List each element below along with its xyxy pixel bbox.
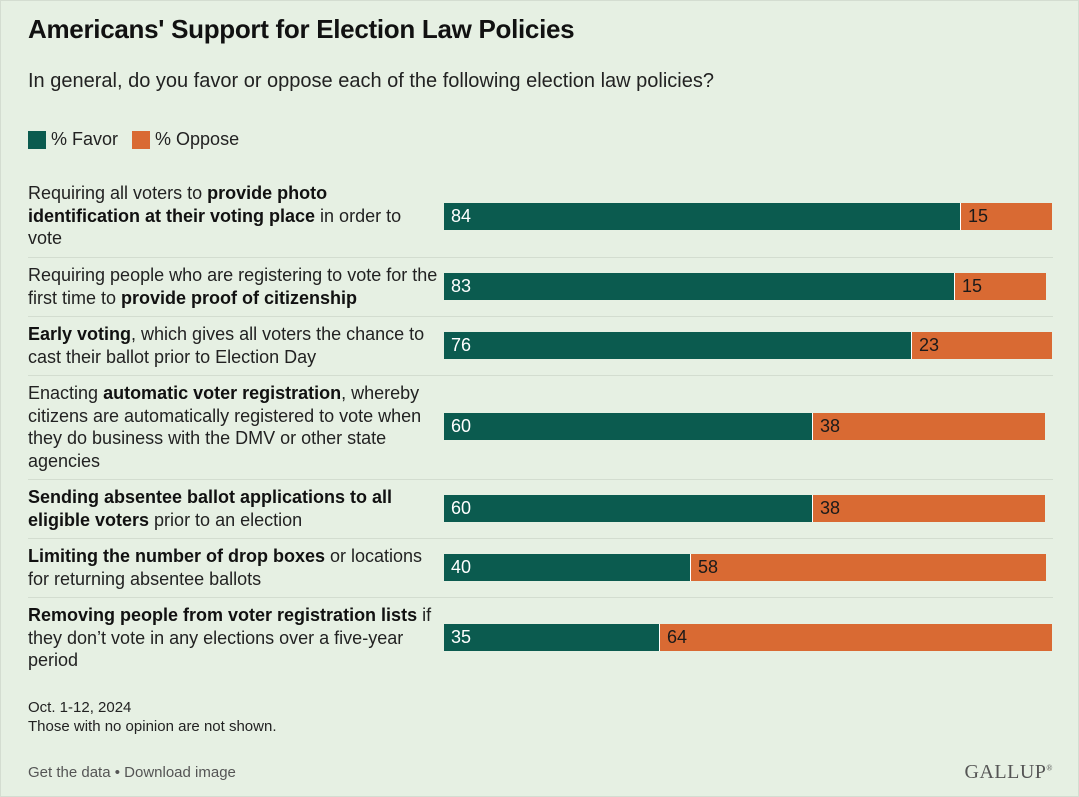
gallup-logo: GALLUP® [964,761,1053,783]
category-label-text: , whereby citizens are automatically reg… [28,383,422,471]
category-label: Removing people from voter registration … [28,604,438,672]
row-divider [28,597,1053,598]
category-label-bold: Limiting the number of drop boxes [28,546,325,566]
category-label-text: Enacting [28,383,104,403]
legend-label-oppose: % Oppose [155,129,240,149]
category-label-bold: provide photo identification at their vo… [28,183,328,226]
data-label-oppose: 58 [698,557,719,577]
legend-label-favor: % Favor [51,129,119,149]
bar-oppose: 64 [659,624,1052,651]
bar-oppose: 38 [812,413,1045,440]
stacked-bar: 40 58 [444,554,1046,581]
data-label-oppose: 38 [820,498,841,518]
data-label-favor: 84 [451,206,472,226]
category-label-bold: Removing people from voter registration … [28,605,418,625]
category-label-text: prior to an election [149,509,303,530]
category-label-bold: Sending absentee ballot applications to … [28,487,393,530]
bar-favor: 35 [444,624,659,651]
category-label-bold: Early voting [28,324,132,344]
row-divider [28,538,1053,539]
data-label-oppose: 38 [820,416,841,436]
data-label-favor: 60 [451,498,472,518]
bar-favor: 60 [444,413,812,440]
stacked-bar: 60 38 [444,413,1045,440]
data-label-oppose: 15 [962,276,983,296]
legend: % Favor % Oppose [28,129,253,150]
category-label: Sending absentee ballot applications to … [28,486,438,531]
bar-favor: 40 [444,554,690,581]
gallup-logo-text: GALLUP [964,761,1047,783]
data-label-oppose: 64 [667,627,688,647]
bar-favor: 60 [444,495,812,522]
stacked-bar: 35 64 [444,624,1052,651]
data-label-favor: 35 [451,627,472,647]
data-label-oppose: 15 [968,206,989,226]
stacked-bar: 76 23 [444,332,1052,359]
legend-swatch-oppose [132,130,151,149]
bar-oppose: 15 [954,273,1046,300]
category-label-text: , which gives all voters the chance to c… [28,324,425,367]
bar-favor: 84 [444,203,960,230]
category-label: Limiting the number of drop boxes or loc… [28,545,438,590]
category-label-text: or locations for returning absentee ball… [28,546,423,589]
category-label-text: Requiring people who are registering to … [28,265,438,308]
bar-favor: 83 [444,273,954,300]
legend-item-favor: % Favor [28,129,118,150]
footer-links: Get the data • Download image [28,764,236,781]
survey-date: Oct. 1-12, 2024 [28,699,132,716]
category-label-text: if they don’t vote in any elections over… [28,605,432,670]
data-label-favor: 60 [451,416,472,436]
bar-oppose: 58 [690,554,1046,581]
data-label-oppose: 23 [919,335,940,355]
bar-oppose: 15 [960,203,1052,230]
bar-oppose: 38 [812,495,1045,522]
chart-title: Americans' Support for Election Law Poli… [28,14,575,44]
bar-favor: 76 [444,332,911,359]
category-label-text: Requiring all voters to [28,183,208,203]
stacked-bar: 84 15 [444,203,1052,230]
row-divider [28,316,1053,317]
row-divider [28,375,1053,376]
category-label-bold: automatic voter registration [103,383,342,403]
stacked-bar: 60 38 [444,495,1045,522]
stacked-bar: 83 15 [444,273,1046,300]
footer-separator: • [110,764,125,781]
download-image-link[interactable]: Download image [124,764,236,781]
legend-swatch-favor [28,130,46,149]
data-label-favor: 76 [451,335,472,355]
category-label: Enacting automatic voter registration, w… [28,382,438,472]
data-label-favor: 40 [451,557,472,577]
category-label: Requiring all voters to provide photo id… [28,182,438,250]
data-label-favor: 83 [451,276,472,296]
chart-subtitle: In general, do you favor or oppose each … [28,70,714,92]
no-opinion-note: Those with no opinion are not shown. [28,718,277,735]
get-data-link[interactable]: Get the data [28,764,111,781]
category-label: Early voting, which gives all voters the… [28,323,438,368]
row-divider [28,257,1053,258]
category-label-bold: provide proof of citizenship [121,287,358,308]
bar-oppose: 23 [911,332,1052,359]
legend-item-oppose: % Oppose [132,129,239,150]
category-label-text: in order to vote [28,205,402,249]
row-divider [28,479,1053,480]
category-label: Requiring people who are registering to … [28,264,438,309]
